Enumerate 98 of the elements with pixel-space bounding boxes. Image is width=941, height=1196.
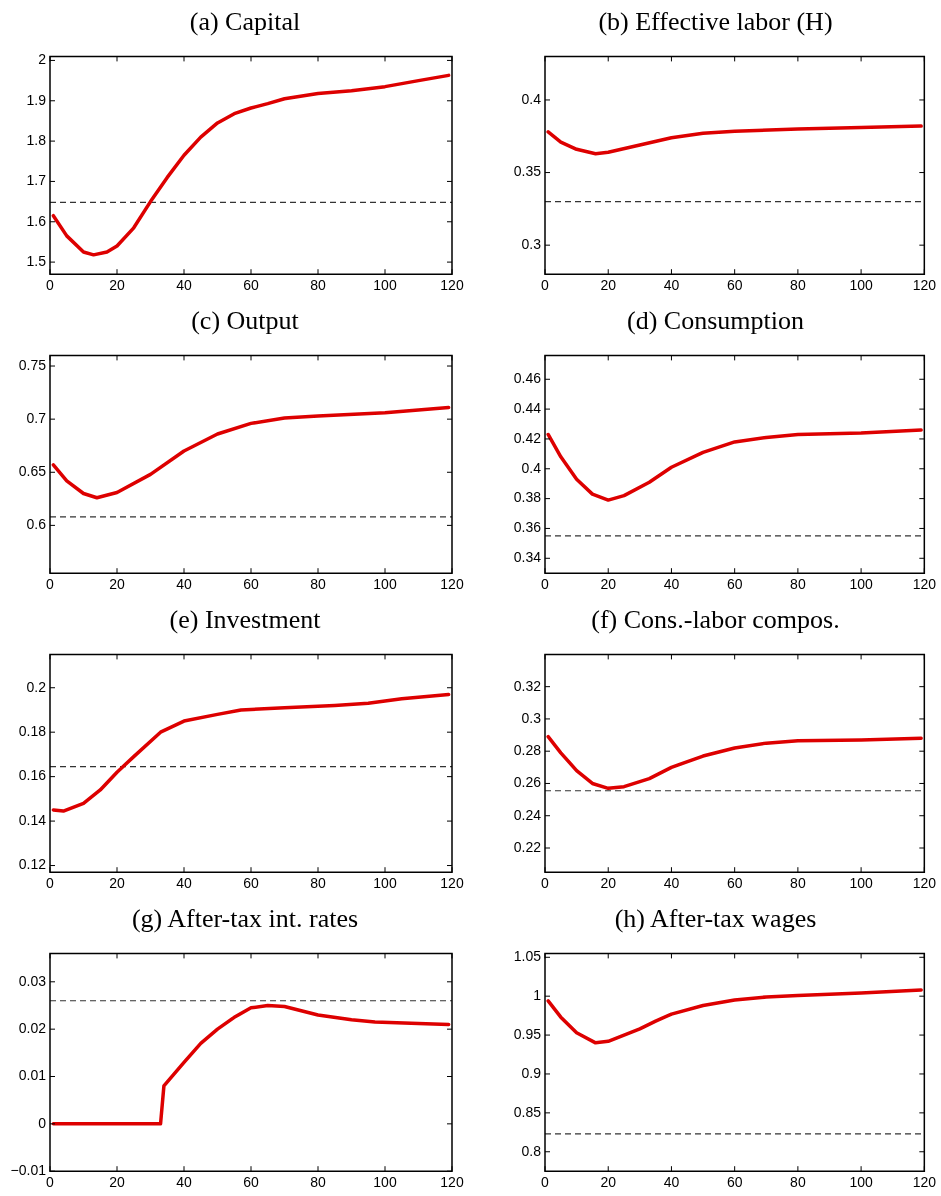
x-tick-label: 40 <box>176 875 192 892</box>
y-tick-label: 0.44 <box>513 399 542 416</box>
x-tick-label: 60 <box>726 875 743 892</box>
x-tick-label: 120 <box>912 277 937 294</box>
x-tick-label: 20 <box>600 875 617 892</box>
x-tick-label: 20 <box>109 1174 125 1191</box>
x-tick-label: 20 <box>600 1174 617 1191</box>
x-tick-label: 100 <box>373 875 397 892</box>
y-tick-label: 1.05 <box>513 948 542 965</box>
y-tick-label: 0.8 <box>521 1142 542 1159</box>
y-tick-label: 2 <box>38 51 47 68</box>
y-tick-label: 0.4 <box>521 459 542 476</box>
x-tick-label: 60 <box>243 1174 259 1191</box>
y-tick-label: −0.01 <box>10 1162 47 1179</box>
y-tick-label: 1 <box>533 987 542 1004</box>
chart-title: (b) Effective labor (H) <box>597 6 834 38</box>
y-tick-label: 0.14 <box>18 811 47 828</box>
x-tick-label: 60 <box>243 576 259 593</box>
x-tick-label: 60 <box>726 1174 743 1191</box>
x-tick-label: 40 <box>176 576 192 593</box>
y-tick-label: 0.3 <box>521 709 542 726</box>
chart-title: (e) Investment <box>168 604 322 636</box>
x-tick-label: 120 <box>912 576 937 593</box>
x-tick-label: 60 <box>726 576 743 593</box>
y-tick-label: 1.7 <box>26 172 47 189</box>
y-tick-label: 0.3 <box>521 236 542 253</box>
chart-title: (h) After-tax wages <box>613 903 818 935</box>
y-tick-label: 0.6 <box>26 516 47 533</box>
x-tick-label: 60 <box>243 875 259 892</box>
y-tick-label: 0.36 <box>513 519 542 536</box>
x-tick-label: 60 <box>243 277 259 294</box>
x-tick-label: 100 <box>373 277 397 294</box>
y-tick-label: 0.2 <box>26 678 47 695</box>
y-tick-label: 0.75 <box>18 356 47 373</box>
x-tick-label: 40 <box>176 277 192 294</box>
x-tick-label: 20 <box>109 576 125 593</box>
y-tick-label: 0.95 <box>513 1025 542 1042</box>
y-tick-label: 0.18 <box>18 723 47 740</box>
x-tick-label: 100 <box>373 576 397 593</box>
chart-title: (a) Capital <box>188 6 302 38</box>
x-tick-label: 40 <box>176 1174 192 1191</box>
x-tick-label: 120 <box>440 277 464 294</box>
x-tick-label: 40 <box>663 576 680 593</box>
x-tick-label: 20 <box>600 277 617 294</box>
y-tick-label: 0 <box>38 1114 47 1131</box>
y-tick-label: 0.42 <box>513 429 542 446</box>
y-tick-label: 0.26 <box>513 774 542 791</box>
y-tick-label: 0.34 <box>513 549 542 566</box>
y-tick-label: 0.22 <box>513 838 542 855</box>
x-tick-label: 80 <box>310 576 326 593</box>
x-tick-label: 80 <box>310 277 326 294</box>
y-tick-label: 1.8 <box>26 131 47 148</box>
chart-title: (c) Output <box>190 305 300 337</box>
y-tick-label: 0.46 <box>513 370 542 387</box>
y-tick-label: 0.65 <box>18 463 47 480</box>
x-tick-label: 80 <box>790 875 806 892</box>
y-tick-label: 1.5 <box>26 252 47 269</box>
x-tick-label: 80 <box>310 875 326 892</box>
x-tick-label: 120 <box>912 875 937 892</box>
x-tick-label: 100 <box>849 576 873 593</box>
x-tick-label: 100 <box>849 875 873 892</box>
y-tick-label: 0.38 <box>513 489 542 506</box>
y-tick-label: 1.9 <box>26 91 47 108</box>
y-tick-label: 0.03 <box>18 972 47 989</box>
y-tick-label: 0.85 <box>513 1103 542 1120</box>
x-tick-label: 80 <box>790 576 806 593</box>
x-tick-label: 40 <box>663 875 680 892</box>
y-tick-label: 0.02 <box>18 1020 47 1037</box>
x-tick-label: 40 <box>663 277 680 294</box>
x-tick-label: 20 <box>109 875 125 892</box>
x-tick-label: 40 <box>663 1174 680 1191</box>
x-tick-label: 20 <box>109 277 125 294</box>
x-tick-label: 100 <box>373 1174 397 1191</box>
x-tick-label: 80 <box>310 1174 326 1191</box>
x-tick-label: 20 <box>600 576 617 593</box>
y-tick-label: 0.9 <box>521 1064 542 1081</box>
x-tick-label: 80 <box>790 277 806 294</box>
y-tick-label: 0.24 <box>513 806 542 823</box>
y-tick-label: 0.01 <box>18 1067 47 1084</box>
x-tick-label: 100 <box>849 277 873 294</box>
x-tick-label: 120 <box>440 576 464 593</box>
y-tick-label: 1.6 <box>26 212 47 229</box>
chart-title: (d) Consumption <box>626 305 805 337</box>
y-tick-label: 0.12 <box>18 856 47 873</box>
y-tick-label: 0.32 <box>513 677 542 694</box>
y-tick-label: 0.28 <box>513 742 542 759</box>
chart-title: (f) Cons.-labor compos. <box>590 604 841 636</box>
y-tick-label: 0.4 <box>521 90 542 107</box>
x-tick-label: 120 <box>440 875 464 892</box>
y-tick-label: 0.35 <box>513 163 542 180</box>
x-tick-label: 60 <box>726 277 743 294</box>
x-tick-label: 120 <box>440 1174 464 1191</box>
x-tick-label: 120 <box>912 1174 937 1191</box>
chart-title: (g) After-tax int. rates <box>130 903 360 935</box>
x-tick-label: 80 <box>790 1174 806 1191</box>
y-tick-label: 0.7 <box>26 410 47 427</box>
x-tick-label: 100 <box>849 1174 873 1191</box>
y-tick-label: 0.16 <box>18 767 47 784</box>
